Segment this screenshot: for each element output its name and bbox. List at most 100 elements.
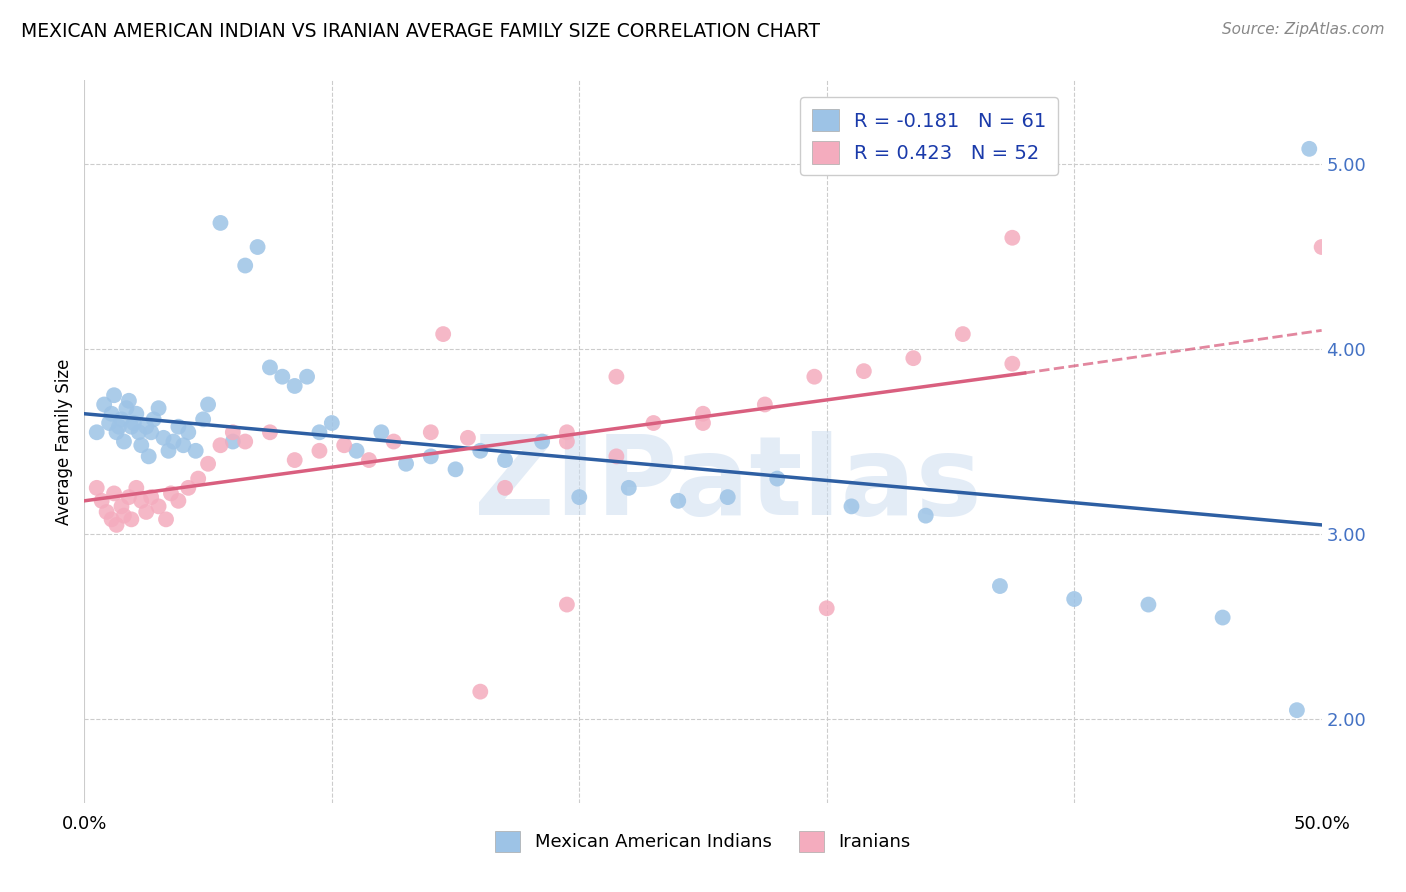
Point	[105, 425, 128, 440]
Point	[494, 453, 516, 467]
Point	[952, 327, 974, 342]
Point	[162, 434, 184, 449]
Point	[766, 472, 789, 486]
Point	[172, 438, 194, 452]
Point	[141, 425, 163, 440]
Point	[148, 500, 170, 514]
Point	[112, 508, 135, 523]
Point	[138, 450, 160, 464]
Point	[233, 434, 256, 449]
Point	[103, 388, 125, 402]
Point	[555, 598, 578, 612]
Point	[86, 425, 108, 440]
Point	[141, 490, 163, 504]
Point	[841, 500, 863, 514]
Point	[357, 453, 380, 467]
Point	[419, 425, 441, 440]
Point	[110, 412, 132, 426]
Point	[129, 493, 152, 508]
Point	[118, 490, 141, 504]
Point	[125, 407, 148, 421]
Point	[457, 431, 479, 445]
Point	[1310, 240, 1333, 254]
Point	[103, 486, 125, 500]
Point	[531, 434, 554, 449]
Point	[100, 407, 122, 421]
Point	[617, 481, 640, 495]
Point	[321, 416, 343, 430]
Point	[568, 490, 591, 504]
Point	[754, 397, 776, 411]
Point	[157, 443, 180, 458]
Point	[717, 490, 740, 504]
Point	[308, 443, 330, 458]
Point	[903, 351, 925, 366]
Point	[432, 327, 454, 342]
Point	[152, 431, 174, 445]
Point	[125, 481, 148, 495]
Point	[222, 434, 245, 449]
Point	[98, 416, 121, 430]
Point	[1298, 142, 1320, 156]
Point	[142, 412, 165, 426]
Point	[135, 505, 157, 519]
Point	[100, 512, 122, 526]
Point	[643, 416, 665, 430]
Point	[419, 450, 441, 464]
Point	[177, 425, 200, 440]
Point	[605, 450, 627, 464]
Point	[1137, 598, 1160, 612]
Legend: Mexican American Indians, Iranians: Mexican American Indians, Iranians	[488, 823, 918, 859]
Point	[209, 216, 232, 230]
Point	[1063, 592, 1085, 607]
Point	[155, 512, 177, 526]
Point	[259, 425, 281, 440]
Point	[112, 434, 135, 449]
Point	[444, 462, 467, 476]
Point	[197, 457, 219, 471]
Point	[148, 401, 170, 416]
Point	[666, 493, 689, 508]
Point	[382, 434, 405, 449]
Point	[86, 481, 108, 495]
Point	[284, 453, 307, 467]
Point	[246, 240, 269, 254]
Point	[1001, 357, 1024, 371]
Point	[128, 425, 150, 440]
Point	[129, 438, 152, 452]
Point	[160, 486, 183, 500]
Point	[110, 500, 132, 514]
Point	[167, 419, 190, 434]
Point	[494, 481, 516, 495]
Point	[852, 364, 875, 378]
Point	[555, 425, 578, 440]
Point	[470, 443, 492, 458]
Point	[1001, 231, 1024, 245]
Text: Source: ZipAtlas.com: Source: ZipAtlas.com	[1222, 22, 1385, 37]
Point	[914, 508, 936, 523]
Point	[233, 259, 256, 273]
Point	[187, 472, 209, 486]
Y-axis label: Average Family Size: Average Family Size	[55, 359, 73, 524]
Point	[177, 481, 200, 495]
Point	[105, 517, 128, 532]
Point	[120, 512, 142, 526]
Point	[118, 393, 141, 408]
Point	[988, 579, 1011, 593]
Point	[308, 425, 330, 440]
Point	[197, 397, 219, 411]
Point	[115, 401, 138, 416]
Point	[470, 684, 492, 698]
Point	[209, 438, 232, 452]
Text: ZIPatlas: ZIPatlas	[474, 432, 981, 539]
Point	[284, 379, 307, 393]
Point	[803, 369, 825, 384]
Point	[333, 438, 356, 452]
Point	[395, 457, 418, 471]
Point	[191, 412, 214, 426]
Point	[555, 434, 578, 449]
Point	[1285, 703, 1308, 717]
Point	[692, 407, 714, 421]
Point	[295, 369, 318, 384]
Point	[1212, 610, 1234, 624]
